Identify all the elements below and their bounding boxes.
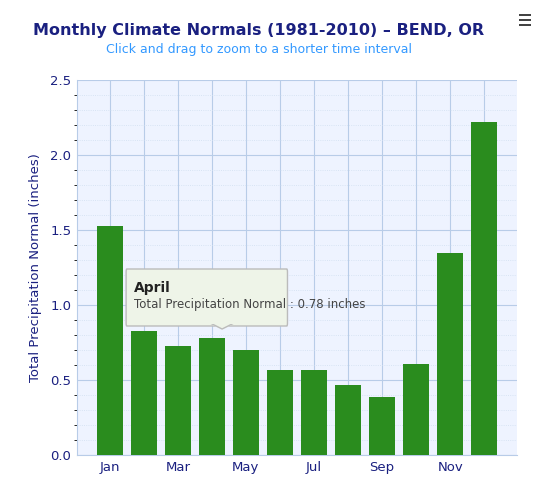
- Y-axis label: Total Precipitation Normal (inches): Total Precipitation Normal (inches): [29, 153, 42, 382]
- Bar: [437, 252, 463, 455]
- Bar: [199, 338, 224, 455]
- Bar: [403, 364, 429, 455]
- Bar: [233, 350, 258, 455]
- Polygon shape: [210, 323, 234, 329]
- Bar: [131, 330, 157, 455]
- Text: Click and drag to zoom to a shorter time interval: Click and drag to zoom to a shorter time…: [106, 42, 411, 56]
- Text: Monthly Climate Normals (1981-2010) – BEND, OR: Monthly Climate Normals (1981-2010) – BE…: [33, 22, 484, 38]
- Bar: [336, 384, 361, 455]
- Bar: [267, 370, 293, 455]
- Bar: [370, 396, 395, 455]
- Text: Total Precipitation Normal : 0.78 inches: Total Precipitation Normal : 0.78 inches: [134, 298, 365, 311]
- Bar: [97, 226, 123, 455]
- Bar: [301, 370, 327, 455]
- Bar: [165, 346, 191, 455]
- Text: April: April: [134, 281, 170, 295]
- Bar: [471, 122, 497, 455]
- FancyBboxPatch shape: [126, 269, 288, 326]
